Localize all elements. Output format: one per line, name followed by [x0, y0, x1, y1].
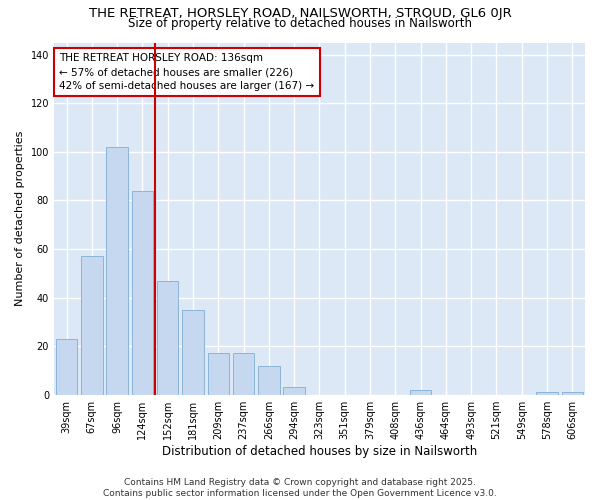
Bar [208, 354, 229, 395]
Text: THE RETREAT, HORSLEY ROAD, NAILSWORTH, STROUD, GL6 0JR: THE RETREAT, HORSLEY ROAD, NAILSWORTH, S… [89, 8, 511, 20]
Y-axis label: Number of detached properties: Number of detached properties [15, 131, 25, 306]
Bar [56, 339, 77, 394]
Text: Contains HM Land Registry data © Crown copyright and database right 2025.
Contai: Contains HM Land Registry data © Crown c… [103, 478, 497, 498]
Text: THE RETREAT HORSLEY ROAD: 136sqm
← 57% of detached houses are smaller (226)
42% : THE RETREAT HORSLEY ROAD: 136sqm ← 57% o… [59, 53, 314, 91]
Bar [410, 390, 431, 394]
Bar [562, 392, 583, 394]
Bar [283, 388, 305, 394]
Bar [131, 190, 153, 394]
Bar [106, 147, 128, 394]
Bar [233, 354, 254, 395]
Bar [157, 280, 178, 394]
Bar [536, 392, 558, 394]
Bar [81, 256, 103, 394]
Bar [258, 366, 280, 394]
Bar [182, 310, 204, 394]
X-axis label: Distribution of detached houses by size in Nailsworth: Distribution of detached houses by size … [162, 444, 477, 458]
Text: Size of property relative to detached houses in Nailsworth: Size of property relative to detached ho… [128, 18, 472, 30]
